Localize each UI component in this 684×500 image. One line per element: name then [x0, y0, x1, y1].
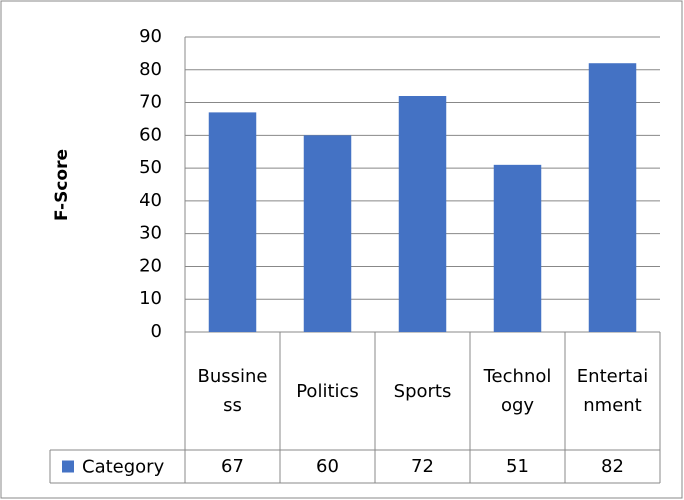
- bar: [398, 96, 447, 332]
- y-tick-label: 10: [139, 288, 162, 309]
- y-tick-label: 50: [139, 157, 162, 178]
- x-tick-label: Sports: [393, 380, 452, 402]
- y-tick-label: 90: [139, 26, 162, 47]
- bar: [493, 164, 542, 332]
- bar: [303, 135, 352, 332]
- bar: [588, 63, 637, 332]
- y-tick-label: 40: [139, 190, 162, 211]
- y-tick-label: 70: [139, 92, 162, 113]
- table-value: 67: [221, 456, 244, 477]
- y-tick-label: 30: [139, 223, 162, 244]
- y-tick-label: 80: [139, 59, 162, 80]
- y-tick-label: 0: [151, 321, 162, 342]
- table-value: 82: [601, 456, 624, 477]
- y-tick-label: 60: [139, 124, 162, 145]
- legend-swatch: [62, 460, 74, 473]
- bar: [208, 112, 257, 332]
- x-tick-label: Politics: [296, 380, 359, 402]
- x-tick-label: Technology: [483, 366, 552, 416]
- table-value: 72: [411, 456, 434, 477]
- legend-label: Category: [82, 457, 165, 478]
- table-value: 51: [506, 456, 529, 477]
- x-tick-label: Bussiness: [197, 366, 268, 416]
- x-tick-label: Entertainment: [576, 366, 649, 416]
- y-tick-label: 20: [139, 255, 162, 276]
- y-axis-label: F-Score: [52, 149, 72, 221]
- table-value: 60: [316, 456, 339, 477]
